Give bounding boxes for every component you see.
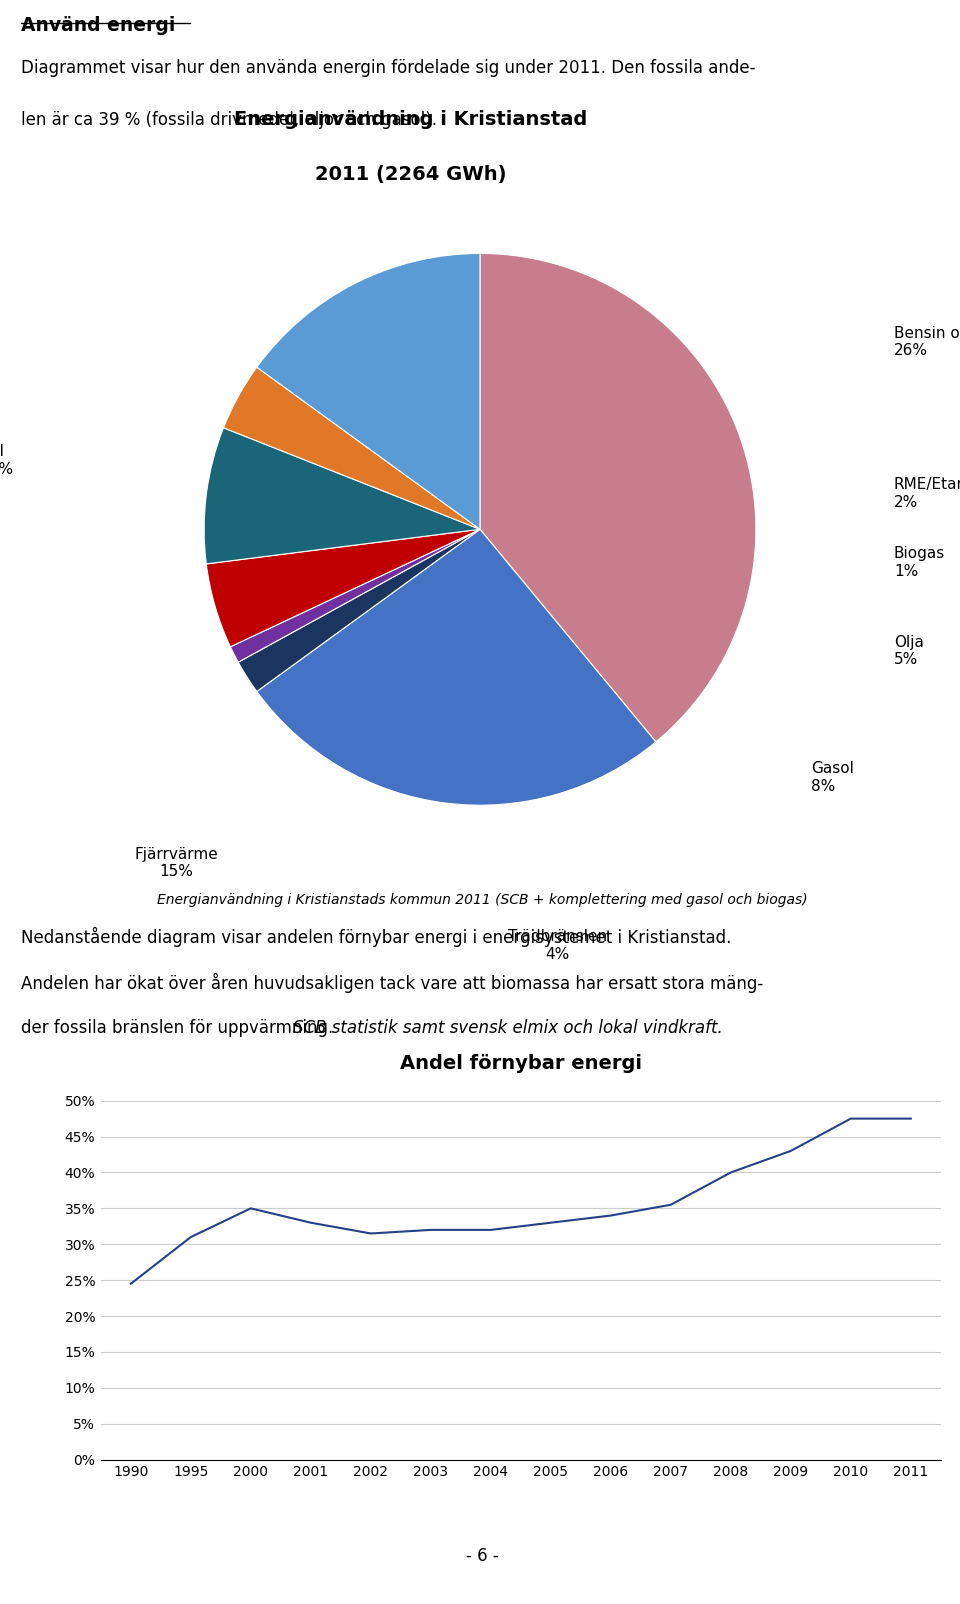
Text: Olja
5%: Olja 5% — [894, 635, 924, 667]
Wedge shape — [230, 529, 480, 662]
Text: El
39%: El 39% — [0, 444, 14, 476]
Text: Energianvändning i Kristianstad: Energianvändning i Kristianstad — [234, 111, 588, 128]
Text: Trädbränslen
4%: Trädbränslen 4% — [508, 929, 607, 962]
Text: SCB statistik samt svensk elmix och lokal vindkraft.: SCB statistik samt svensk elmix och loka… — [293, 1019, 723, 1038]
Text: len är ca 39 % (fossila drivmedel, oljor och gasol).: len är ca 39 % (fossila drivmedel, oljor… — [21, 111, 437, 128]
Text: 2011 (2264 GWh): 2011 (2264 GWh) — [315, 165, 507, 184]
Wedge shape — [257, 253, 480, 529]
Text: der fossila bränslen för uppvärmning.: der fossila bränslen för uppvärmning. — [21, 1019, 339, 1038]
Text: Biogas
1%: Biogas 1% — [894, 547, 945, 579]
Title: Andel förnybar energi: Andel förnybar energi — [399, 1054, 642, 1073]
Text: - 6 -: - 6 - — [466, 1546, 498, 1566]
Wedge shape — [238, 529, 480, 691]
Text: RME/Etanol
2%: RME/Etanol 2% — [894, 478, 960, 510]
Wedge shape — [257, 529, 656, 805]
Wedge shape — [204, 428, 480, 565]
Wedge shape — [480, 253, 756, 743]
Wedge shape — [224, 367, 480, 529]
Text: Andelen har ökat över åren huvudsakligen tack vare att biomassa har ersatt stora: Andelen har ökat över åren huvudsakligen… — [21, 974, 763, 993]
Text: Bensin och diesel
26%: Bensin och diesel 26% — [894, 326, 960, 358]
Text: Energianvändning i Kristianstads kommun 2011 (SCB + komplettering med gasol och : Energianvändning i Kristianstads kommun … — [156, 893, 807, 906]
Wedge shape — [206, 529, 480, 646]
Text: Diagrammet visar hur den använda energin fördelade sig under 2011. Den fossila a: Diagrammet visar hur den använda energin… — [21, 59, 756, 77]
Text: Fjärrvärme
15%: Fjärrvärme 15% — [134, 847, 218, 879]
Text: Gasol
8%: Gasol 8% — [811, 762, 854, 794]
Text: Nedanstående diagram visar andelen förnybar energi i energisystemet i Kristianst: Nedanstående diagram visar andelen förny… — [21, 927, 732, 948]
Text: Använd energi: Använd energi — [21, 16, 176, 35]
